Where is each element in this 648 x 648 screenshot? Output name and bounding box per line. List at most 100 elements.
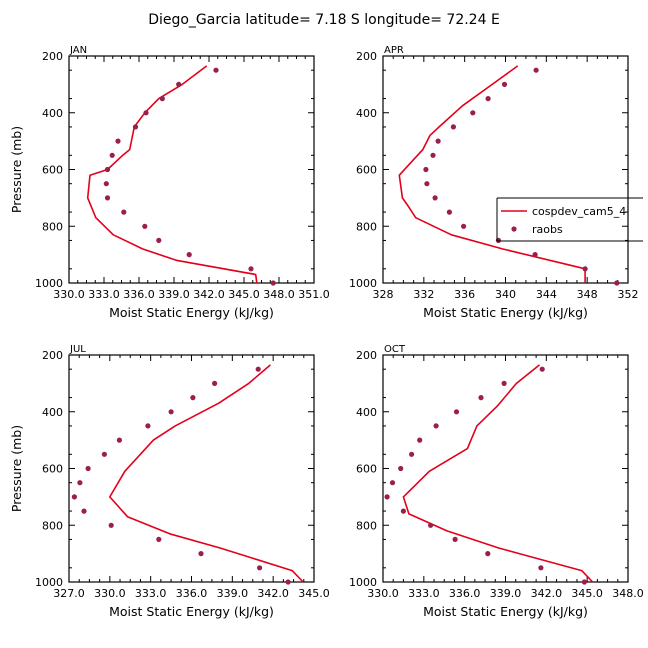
x-tick-label: 333.0 [88, 288, 120, 301]
raob-point [485, 551, 491, 557]
x-tick-label: 340 [495, 288, 516, 301]
x-tick-label: 345.0 [298, 587, 330, 600]
x-tick-label: 328 [373, 288, 394, 301]
x-tick-label: 351.0 [298, 288, 330, 301]
y-tick-label: 800 [42, 519, 63, 532]
raob-point [450, 124, 456, 130]
panel-title: JUL [69, 344, 86, 355]
panel-jan: JAN 330.0 333.0 336.0 339.0 342.0 345.0 348.0 35… [9, 45, 330, 320]
y-tick-label: 200 [356, 50, 377, 63]
x-axis-label: Moist Static Energy (kJ/kg) [423, 604, 588, 619]
y-axis-label: Pressure (mb) [9, 425, 24, 512]
raob-point [81, 508, 87, 514]
y-tick-label: 1000 [35, 576, 63, 589]
model-line [402, 364, 594, 583]
y-tick-label: 200 [356, 349, 377, 362]
x-tick-label: 352 [618, 288, 639, 301]
raob-point [121, 209, 127, 215]
y-tick-label: 600 [356, 164, 377, 177]
raob-point [485, 96, 491, 102]
raob-point [430, 152, 436, 158]
x-tick-label: 348 [577, 288, 598, 301]
y-tick-label: 1000 [349, 277, 377, 290]
raob-point [143, 110, 149, 116]
raob-point [446, 209, 452, 215]
y-tick-label: 600 [356, 463, 377, 476]
raob-point [432, 195, 438, 201]
raob-point [582, 266, 588, 272]
raob-point [532, 252, 538, 258]
raob-point [270, 280, 276, 286]
raob-point [400, 508, 406, 514]
x-tick-label: 339.0 [217, 587, 249, 600]
model-line [109, 364, 304, 583]
model-line [398, 65, 586, 283]
raob-point [452, 536, 458, 543]
x-tick-label: 336.0 [123, 288, 155, 301]
raob-point [423, 166, 429, 173]
y-tick-label: 800 [42, 220, 63, 233]
raob-point [142, 223, 148, 229]
plot-frame [382, 354, 629, 583]
x-tick-label: 342.0 [531, 587, 563, 600]
raob-point [539, 366, 545, 372]
raob-point [176, 81, 182, 87]
y-tick-label: 600 [42, 463, 63, 476]
x-tick-label: 345.0 [571, 587, 603, 600]
y-tick-label: 400 [356, 406, 377, 419]
x-tick-label: 336.0 [176, 587, 208, 600]
raob-point [108, 522, 114, 528]
y-tick-label: 1000 [35, 277, 63, 290]
raob-point [77, 480, 83, 486]
model-line [86, 65, 258, 284]
plot-frame [68, 354, 315, 583]
x-axis-label: Moist Static Energy (kJ/kg) [109, 305, 274, 320]
raob-point [453, 409, 460, 415]
raob-point [285, 579, 291, 585]
raob-point [156, 237, 162, 243]
y-tick-label: 800 [356, 519, 377, 532]
y-tick-label: 600 [42, 164, 63, 177]
raob-point [581, 579, 588, 585]
raob-point [398, 465, 404, 472]
x-tick-label: 348.0 [263, 288, 295, 301]
y-tick-label: 400 [42, 406, 63, 419]
raob-point [156, 536, 162, 543]
x-tick-label: 348.0 [612, 587, 644, 600]
raob-point [257, 565, 263, 571]
x-tick-label: 332 [413, 288, 434, 301]
raob-point [461, 223, 467, 229]
raob-point [435, 138, 441, 144]
raob-point [213, 67, 219, 73]
raob-point [198, 551, 204, 557]
raob-point [384, 494, 390, 500]
raob-point [533, 67, 539, 73]
raob-point [478, 395, 484, 401]
raob-point [389, 480, 396, 486]
figure-title: Diego_Garcia latitude= 7.18 S longitude=… [148, 12, 500, 28]
y-axis-label: Pressure (mb) [9, 126, 24, 213]
x-tick-label: 330.0 [367, 587, 399, 600]
raob-point [186, 252, 192, 258]
x-tick-label: 333.0 [408, 587, 440, 600]
raob-point [132, 124, 139, 130]
raob-point [433, 423, 439, 429]
panel-apr: APR 328 332 336 340 344 348 352 200 400 600 800 1000… [349, 45, 639, 320]
raob-point [109, 152, 115, 158]
panel-title: APR [384, 45, 404, 56]
panel-jul: JUL 327.0 330.0 333.0 336.0 339.0 342.0 345.0 20… [9, 344, 330, 619]
legend-model-label: cospdev_cam5_4 [532, 205, 626, 218]
x-tick-label: 327.0 [53, 587, 85, 600]
x-tick-label: 339.0 [490, 587, 522, 600]
x-tick-label: 339.0 [158, 288, 190, 301]
raob-point [71, 494, 77, 500]
x-tick-label: 330.0 [94, 587, 126, 600]
raob-point [417, 437, 423, 443]
panel-title: JAN [69, 45, 87, 56]
raob-point [470, 110, 476, 116]
x-axis-label: Moist Static Energy (kJ/kg) [109, 604, 274, 619]
x-tick-label: 330.0 [53, 288, 85, 301]
raob-point [159, 96, 165, 102]
panel-oct: OCT 330.0 333.0 336.0 339.0 342.0 345.0 348.0 20… [349, 344, 644, 619]
